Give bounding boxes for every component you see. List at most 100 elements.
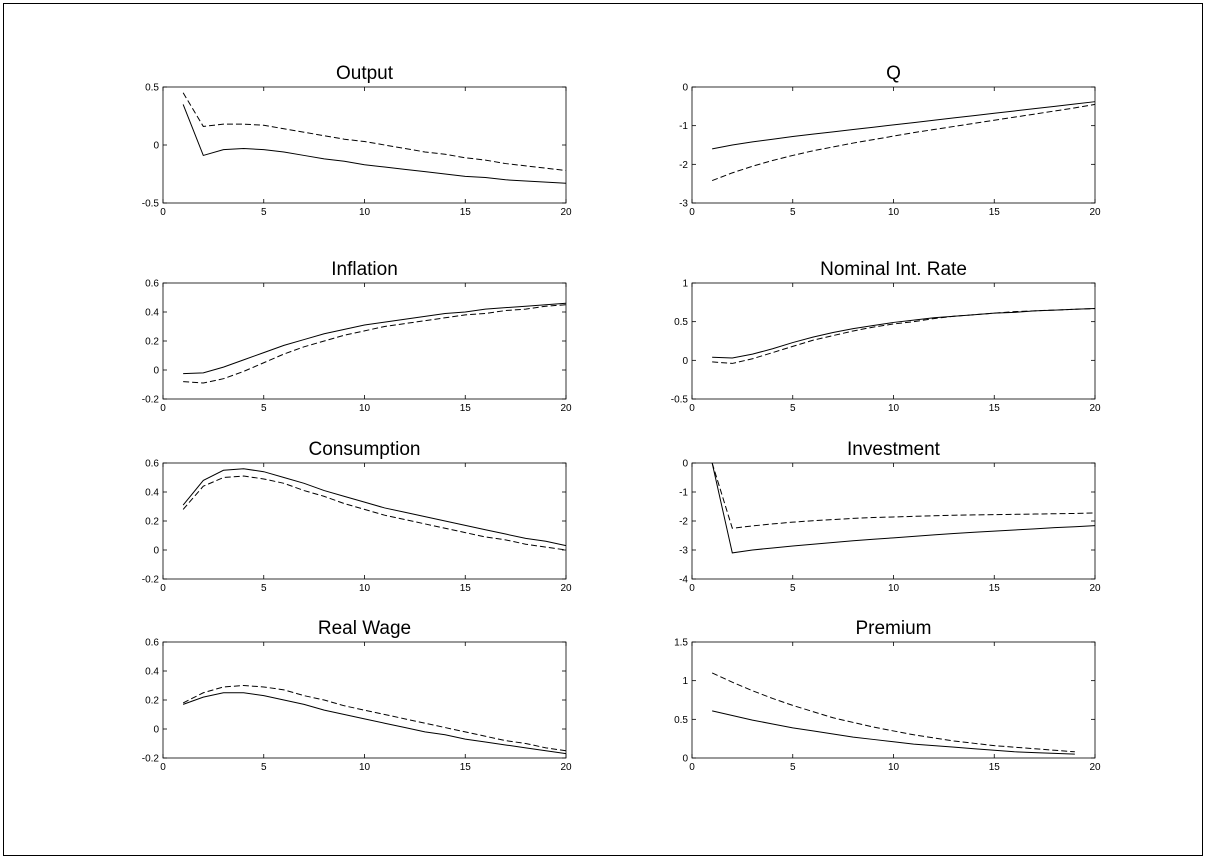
plot-area	[162, 462, 567, 580]
y-tick-label: -1	[679, 121, 688, 132]
x-tick-label: 20	[1089, 403, 1101, 414]
y-tick-label: -2	[679, 160, 688, 171]
series-line-dashed	[182, 475, 567, 551]
x-tick-label: 5	[261, 207, 267, 218]
series-line-dashed	[182, 684, 567, 752]
figure-frame	[3, 3, 1203, 856]
x-tick-label: 20	[560, 583, 572, 594]
y-tick-label: 0	[153, 141, 159, 152]
panel-title: Inflation	[331, 259, 398, 280]
y-tick-label: -0.2	[142, 395, 160, 406]
x-tick-label: 10	[888, 207, 900, 218]
x-tick-label: 15	[989, 207, 1001, 218]
x-tick-label: 15	[460, 207, 472, 218]
x-tick-label: 15	[989, 403, 1001, 414]
x-tick-label: 5	[261, 583, 267, 594]
y-tick-label: 0.2	[145, 696, 159, 707]
x-tick-label: 20	[560, 762, 572, 773]
y-tick-label: -0.5	[142, 199, 160, 210]
x-tick-label: 15	[989, 762, 1001, 773]
plot-area	[691, 462, 1096, 580]
x-tick-label: 20	[560, 403, 572, 414]
y-tick-label: 0.6	[145, 638, 159, 649]
y-tick-label: -0.2	[142, 754, 160, 765]
y-tick-label: -0.5	[671, 395, 689, 406]
series-line-solid	[712, 101, 1096, 150]
series-line-dashed	[182, 92, 567, 172]
x-tick-label: 20	[1089, 207, 1101, 218]
y-tick-label: 0.5	[145, 83, 159, 94]
x-tick-label: 10	[359, 207, 371, 218]
x-tick-label: 10	[888, 403, 900, 414]
panel-title: Investment	[847, 439, 941, 460]
series-line-dashed	[712, 308, 1096, 364]
x-tick-label: 15	[989, 583, 1001, 594]
plot-area	[162, 641, 567, 759]
series-line-solid	[182, 104, 567, 184]
x-tick-label: 0	[160, 403, 166, 414]
y-tick-label: 0	[682, 356, 688, 367]
panel-title: Real Wage	[318, 618, 411, 639]
x-tick-label: 20	[560, 207, 572, 218]
x-tick-label: 20	[1089, 583, 1101, 594]
x-tick-label: 5	[261, 762, 267, 773]
panel-investment: Investment 0 5 10 15 20 -4 -3 -2 -1 0	[679, 439, 1101, 594]
x-tick-label: 0	[689, 403, 695, 414]
y-tick-label: 0.4	[145, 308, 159, 319]
x-tick-label: 0	[160, 762, 166, 773]
series-line-solid	[183, 302, 567, 375]
y-tick-label: -3	[679, 199, 688, 210]
y-tick-label: 0.5	[674, 317, 688, 328]
y-tick-label: 0.5	[674, 715, 688, 726]
y-tick-label: 0.6	[145, 459, 159, 470]
panel-title: Consumption	[309, 439, 421, 460]
panel-title: Nominal Int. Rate	[820, 259, 967, 280]
plot-area	[691, 86, 1096, 204]
x-tick-label: 5	[790, 207, 796, 218]
x-tick-label: 0	[689, 207, 695, 218]
plot-area	[162, 282, 567, 400]
series-line-dashed	[711, 672, 1075, 753]
y-tick-label: 0.4	[145, 488, 159, 499]
series-line-solid	[712, 308, 1096, 359]
x-tick-label: 10	[359, 762, 371, 773]
panel-title: Premium	[855, 618, 931, 639]
series-line-dashed	[711, 103, 1096, 182]
x-tick-label: 0	[160, 583, 166, 594]
panel-premium: Premium 0 5 10 15 20 0 0.5 1 1.5	[674, 618, 1101, 773]
y-tick-label: 0.2	[145, 517, 159, 528]
series-line-dashed	[183, 304, 567, 384]
series-line-solid	[712, 710, 1075, 755]
x-tick-label: 10	[359, 403, 371, 414]
y-tick-label: 0.4	[145, 667, 159, 678]
y-tick-label: 1.5	[674, 638, 688, 649]
y-tick-label: 0	[153, 725, 159, 736]
plot-area	[162, 86, 567, 204]
y-tick-label: -2	[679, 517, 688, 528]
y-tick-label: 0.6	[145, 279, 159, 290]
x-tick-label: 10	[359, 583, 371, 594]
x-tick-label: 5	[790, 403, 796, 414]
y-tick-label: -4	[679, 575, 688, 586]
series-line-solid	[711, 462, 1096, 554]
y-tick-label: 0	[682, 754, 688, 765]
x-tick-label: 0	[160, 207, 166, 218]
x-tick-label: 20	[1089, 762, 1101, 773]
y-tick-label: 0	[682, 83, 688, 94]
y-tick-label: 0	[153, 546, 159, 557]
y-tick-label: -0.2	[142, 575, 160, 586]
x-tick-label: 15	[460, 403, 472, 414]
series-line-solid	[182, 692, 567, 755]
x-tick-label: 0	[689, 762, 695, 773]
x-tick-label: 15	[460, 583, 472, 594]
x-tick-label: 5	[790, 762, 796, 773]
y-tick-label: 1	[682, 676, 688, 687]
y-tick-label: 0	[153, 366, 159, 377]
x-tick-label: 10	[888, 583, 900, 594]
series-line-dashed	[711, 462, 1096, 529]
panel-q: Q 0 5 10 15 20 -3 -2 -1 0	[679, 63, 1101, 218]
